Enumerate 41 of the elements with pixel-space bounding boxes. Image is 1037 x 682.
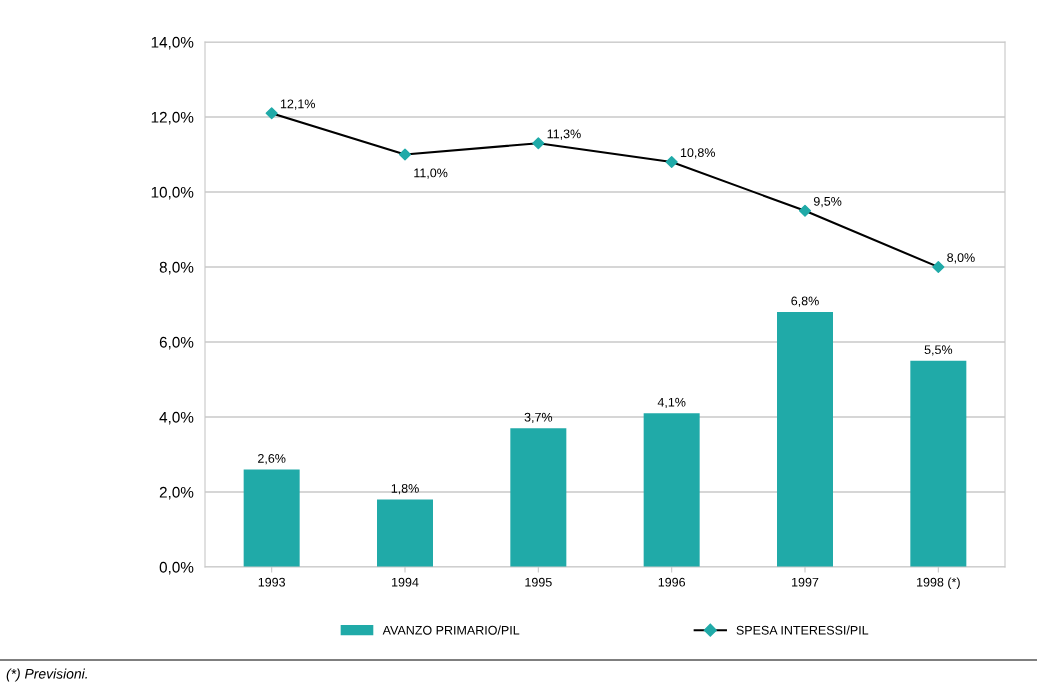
bar [643, 413, 700, 567]
point [665, 155, 678, 169]
y-tick-label: 12,0% [151, 111, 194, 125]
legend-label: SPESA INTERESSI/PIL [736, 625, 869, 635]
bar [510, 428, 567, 567]
data-label: 3,7% [524, 412, 553, 424]
text: (*) Previsioni. [6, 668, 87, 682]
point [798, 204, 812, 217]
y-tick-label: 14,0% [151, 36, 194, 50]
data-label: 10,8% [680, 148, 715, 159]
y-tick-label: 2,0% [159, 486, 194, 500]
point [398, 148, 412, 161]
y-tick-label: 10,0% [151, 186, 194, 200]
data-label: 6,8% [791, 296, 819, 307]
data-label: 1,8% [391, 484, 419, 495]
x-tick-label: 1993 [258, 577, 286, 587]
y-tick-label: 0,0% [159, 561, 194, 575]
data-label: 9,5% [813, 196, 842, 208]
data-label: 4,1% [657, 397, 686, 409]
x-tick-label: 1998 (*) [917, 577, 960, 590]
data-label: 11,3% [547, 129, 581, 140]
y-tick-label: 6,0% [159, 336, 194, 350]
point [265, 107, 278, 120]
bar [777, 312, 833, 567]
data-label: 12,1% [280, 99, 315, 110]
data-label: 5,5% [924, 345, 953, 356]
x-tick-label: 1997 [792, 577, 819, 587]
data-label: 11,0% [414, 168, 448, 179]
x-tick-label: 1994 [392, 577, 419, 587]
bar [377, 499, 433, 567]
legend-label: AVANZO PRIMARIO/PIL [382, 625, 520, 635]
point [532, 137, 545, 150]
bar [910, 360, 967, 567]
data-label: 8,0% [947, 253, 975, 264]
point [932, 260, 945, 274]
x-tick-label: 1995 [525, 577, 552, 587]
data-label: 2,6% [258, 454, 286, 465]
y-tick-label: 8,0% [159, 261, 194, 275]
x-tick-label: 1996 [658, 577, 686, 587]
y-tick-label: 4,0% [159, 411, 194, 425]
bar [243, 469, 300, 567]
